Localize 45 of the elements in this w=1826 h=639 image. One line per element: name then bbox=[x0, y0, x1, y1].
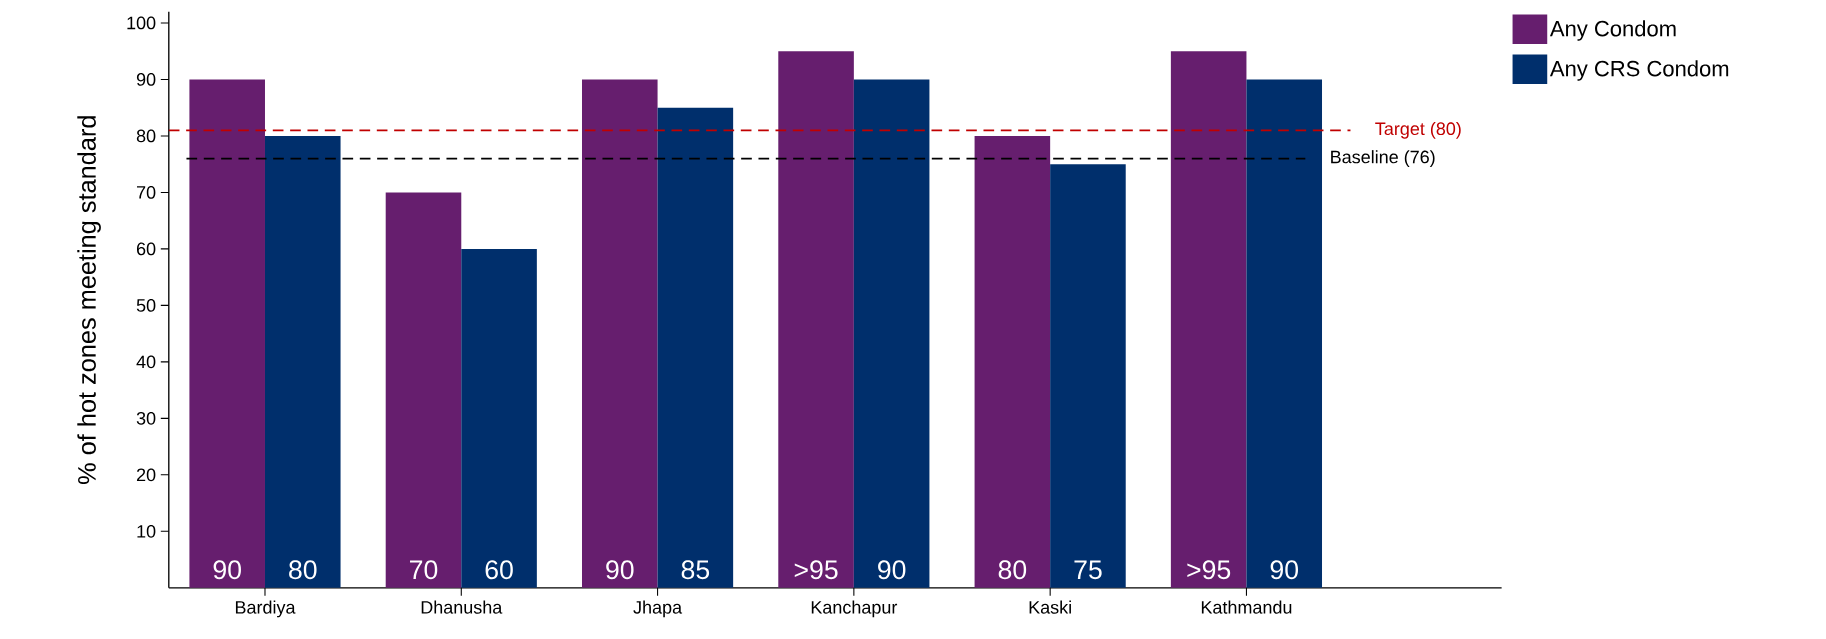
y-tick-label: 40 bbox=[136, 355, 156, 369]
y-tick-label: 60 bbox=[136, 242, 156, 256]
y-tick-label: 10 bbox=[137, 524, 156, 538]
legend-label: Any Condom bbox=[1549, 20, 1676, 41]
y-tick-label: 80 bbox=[136, 129, 156, 143]
bar bbox=[657, 107, 734, 588]
bar bbox=[385, 192, 462, 588]
bar bbox=[974, 135, 1051, 588]
x-tick-label: Dhanusha bbox=[421, 600, 503, 614]
x-tick-label: Bardiya bbox=[235, 600, 296, 618]
data-label: >95 bbox=[1187, 560, 1231, 580]
x-tick-label: Kaski bbox=[1029, 600, 1071, 614]
data-label: 70 bbox=[410, 560, 438, 580]
bar bbox=[582, 79, 658, 588]
data-label: >95 bbox=[794, 560, 838, 580]
bar bbox=[1170, 51, 1247, 588]
data-label: 90 bbox=[878, 560, 906, 580]
y-tick-label: 20 bbox=[136, 468, 156, 482]
data-label: 90 bbox=[213, 560, 241, 580]
legend-label: Any CRS Condom bbox=[1549, 60, 1729, 81]
bar bbox=[189, 79, 265, 588]
x-tick-label: Kathmandu bbox=[1201, 600, 1292, 614]
data-label: 80 bbox=[998, 560, 1027, 580]
y-tick-label: 90 bbox=[136, 73, 156, 86]
x-tick-label: Jhapa bbox=[633, 600, 683, 618]
ref-line-label: Baseline (76) bbox=[1331, 150, 1435, 167]
y-axis-title: % of hot zones meeting standard bbox=[77, 116, 101, 485]
bar bbox=[1246, 79, 1323, 588]
data-label: 90 bbox=[606, 560, 634, 580]
ref-line-label: Target (80) bbox=[1375, 121, 1461, 139]
bar bbox=[461, 248, 537, 588]
bar bbox=[778, 51, 854, 588]
bar bbox=[264, 135, 341, 588]
data-label: 75 bbox=[1074, 560, 1102, 580]
bar bbox=[853, 79, 930, 588]
y-tick-label: 70 bbox=[136, 186, 156, 199]
data-label: 90 bbox=[1270, 560, 1299, 580]
x-tick-label: Kanchapur bbox=[811, 600, 898, 618]
bar bbox=[1050, 164, 1126, 588]
data-label: 60 bbox=[485, 560, 513, 580]
y-tick-label: 30 bbox=[136, 411, 156, 425]
y-tick-label: 100 bbox=[127, 16, 156, 30]
y-tick-label: 50 bbox=[136, 299, 156, 312]
data-label: 80 bbox=[289, 560, 317, 580]
data-label: 85 bbox=[681, 560, 710, 580]
